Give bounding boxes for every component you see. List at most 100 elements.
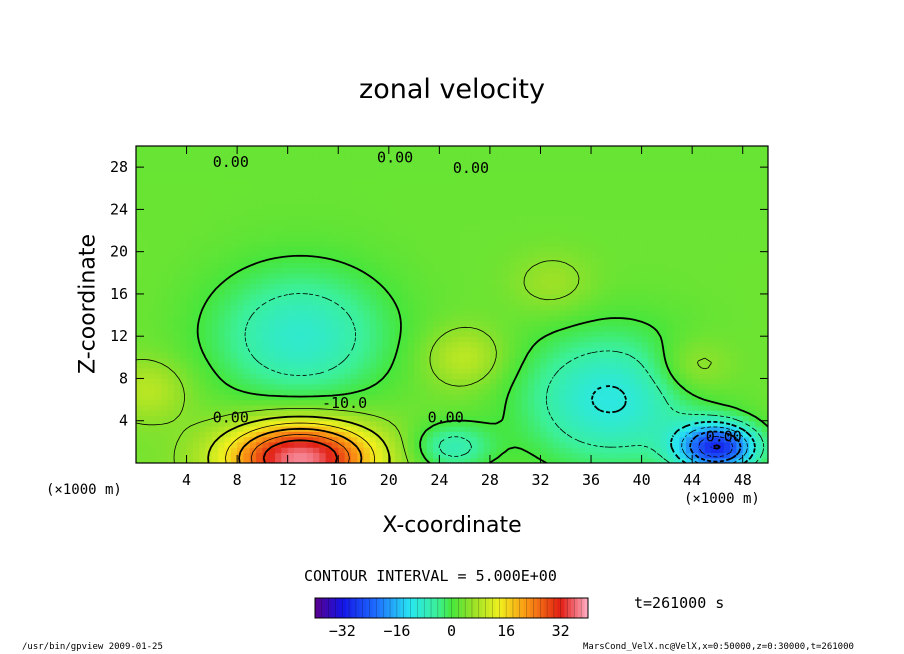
heat-cell [205,256,213,263]
heat-cell [300,404,308,411]
heat-cell [685,415,693,422]
heat-cell [616,198,624,205]
heat-cell [211,219,219,226]
heat-cell [527,330,535,337]
heat-cell [445,293,453,300]
heat-cell [711,299,719,306]
heat-cell [761,357,768,364]
heat-cell [192,378,200,385]
heat-cell [148,230,156,237]
heat-cell [237,336,245,343]
heat-cell [401,357,409,364]
heat-cell [224,420,232,427]
heat-cell [641,246,649,253]
heat-cell [325,346,333,353]
heat-cell [553,436,561,443]
heat-cell [407,288,415,295]
heat-cell [572,299,579,306]
heat-cell [395,357,403,364]
heat-cell [546,235,554,242]
heat-cell [755,426,763,432]
heat-cell [363,394,371,401]
heat-cell [610,441,617,448]
heat-cell [420,404,428,411]
heat-cell [508,336,516,343]
heat-cell [666,315,674,321]
heat-cell [711,209,719,216]
heat-cell [414,357,421,364]
heat-cell [508,299,516,306]
heat-cell [647,352,655,358]
heat-cell [161,288,169,295]
heat-cell [635,441,643,448]
heat-cell [382,315,390,321]
heat-cell [515,219,523,226]
heat-cell [338,198,346,205]
heat-cell [464,283,472,290]
heat-cell [584,341,592,348]
heat-cell [237,272,245,279]
heat-cell [401,272,409,279]
heat-cell [553,198,561,205]
heat-cell [572,362,579,369]
heat-cell [527,262,535,269]
heat-cell [445,378,453,385]
heat-cell [350,209,358,216]
heat-cell [420,426,428,432]
heat-cell [312,267,320,274]
heat-cell [610,352,617,358]
heat-cell [470,235,478,242]
heat-cell [654,352,662,358]
heat-cell [287,389,295,395]
heat-cell [433,431,440,438]
heat-cell [161,309,169,316]
heat-cell [711,367,719,374]
heat-cell [300,346,308,353]
heat-cell [192,209,200,216]
heat-cell [312,346,320,353]
heat-cell [331,315,339,321]
heat-cell [458,457,466,463]
heat-cell [237,320,245,327]
heat-cell [572,346,579,353]
heat-cell [673,214,681,221]
heat-cell [717,346,725,353]
heat-cell [357,246,365,253]
heat-cell [458,325,466,332]
heat-cell [578,293,586,300]
heat-cell [218,304,226,311]
heat-cell [199,452,207,459]
heat-cell [559,431,567,438]
heat-cell [692,214,700,221]
heat-cell [660,315,668,321]
heat-cell [237,404,245,411]
heat-cell [312,373,320,380]
heat-cell [572,241,579,247]
heat-cell [673,198,681,205]
heat-cell [230,262,238,269]
heat-cell [660,415,668,422]
heat-cell [205,299,213,306]
heat-cell [591,278,598,284]
heat-cell [711,394,719,401]
heat-cell [186,457,194,463]
heat-cell [243,362,251,369]
heat-cell [319,309,327,316]
heat-cell [647,399,655,406]
heat-cell [660,230,668,237]
heat-cell [534,246,542,253]
heat-cell [173,256,181,263]
heat-cell [685,293,693,300]
heat-cell [325,288,333,295]
heat-cell [711,336,719,343]
heat-cell [287,288,295,295]
heat-cell [572,404,579,411]
heat-cell [546,383,554,390]
heat-cell [553,293,561,300]
heat-cell [256,330,263,337]
heat-cell [433,426,440,432]
heat-cell [256,251,263,258]
heat-cell [186,278,194,284]
heat-cell [426,293,434,300]
heat-cell [243,336,251,343]
